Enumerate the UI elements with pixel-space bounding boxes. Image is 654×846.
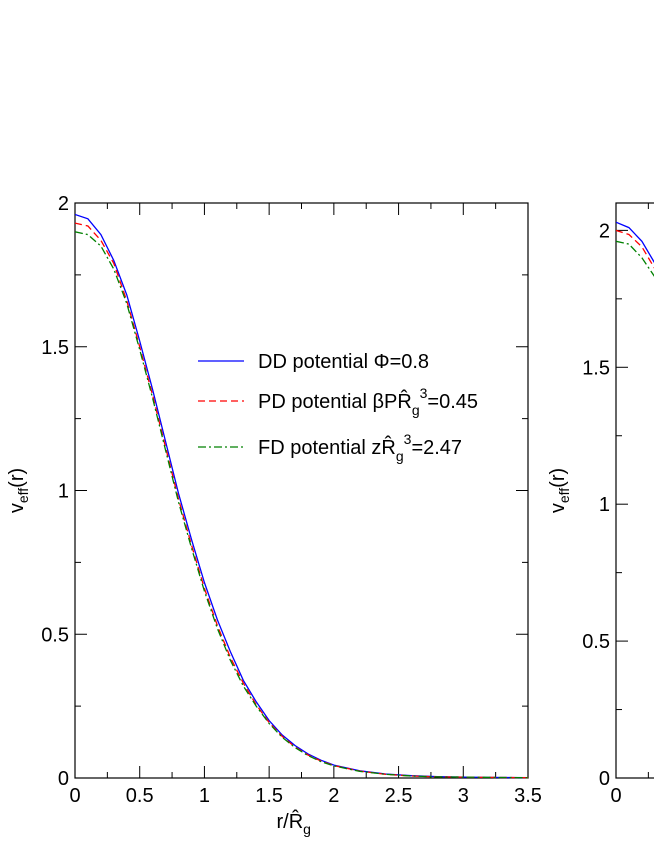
x-tick-label: 3.5 bbox=[514, 785, 542, 807]
x-tick-label: 0.5 bbox=[126, 785, 154, 807]
legend-label-2: PD potential βPR̂g3=0.45 bbox=[258, 385, 478, 418]
series-lines bbox=[616, 221, 654, 277]
series-lines bbox=[75, 213, 529, 779]
x-tick-label: 1.5 bbox=[255, 785, 283, 807]
y-tick-label: 2 bbox=[599, 220, 610, 242]
series-line-2 bbox=[75, 222, 529, 779]
y-tick-label: 2 bbox=[58, 193, 69, 215]
legend-label-1: DD potential Φ=0.8 bbox=[258, 351, 429, 373]
x-axis-label: r/R̂g bbox=[277, 810, 311, 837]
y-tick-label: 0 bbox=[599, 768, 610, 790]
y-tick-label: 1 bbox=[599, 494, 610, 516]
series-line-3 bbox=[616, 240, 654, 277]
plot-frame bbox=[74, 202, 529, 779]
series-line-3 bbox=[75, 231, 529, 779]
y-tick-label: 1.5 bbox=[582, 357, 610, 379]
x-tick-label: 3 bbox=[458, 785, 469, 807]
series-line-1 bbox=[75, 213, 529, 779]
x-tick-label: 2.5 bbox=[385, 785, 413, 807]
series-line-1 bbox=[616, 221, 654, 264]
y-axis-label: veff(r) bbox=[6, 468, 31, 513]
plot-frame bbox=[615, 202, 654, 779]
y-tick-label: 1 bbox=[58, 481, 69, 503]
x-tick-label: 2 bbox=[328, 785, 339, 807]
legend-label-3: FD potential zR̂g3=2.47 bbox=[258, 431, 462, 464]
x-tick-label: 0 bbox=[69, 785, 80, 807]
legend: DD potential Φ=0.8 PD potential βPR̂g3=0.… bbox=[198, 351, 478, 464]
x-tick-label: 1 bbox=[199, 785, 210, 807]
chart-panel-2: 00 0.5 1 1.5 2 veff(r) bbox=[547, 202, 654, 807]
x-tick-label: 0 bbox=[610, 785, 621, 807]
y-tick-label: 0.5 bbox=[41, 624, 69, 646]
chart-panel-1: 0 0.5 1 1.5 2 2.5 3 3.5 0 0.5 1 1.5 2 veff(r) r/R̂g DD … bbox=[6, 193, 542, 837]
y-tick-label: 1.5 bbox=[41, 337, 69, 359]
y-axis-label: veff(r) bbox=[547, 468, 572, 513]
y-tick-label: 0.5 bbox=[582, 631, 610, 653]
series-line-2 bbox=[616, 229, 654, 269]
y-tick-label: 0 bbox=[58, 768, 69, 790]
